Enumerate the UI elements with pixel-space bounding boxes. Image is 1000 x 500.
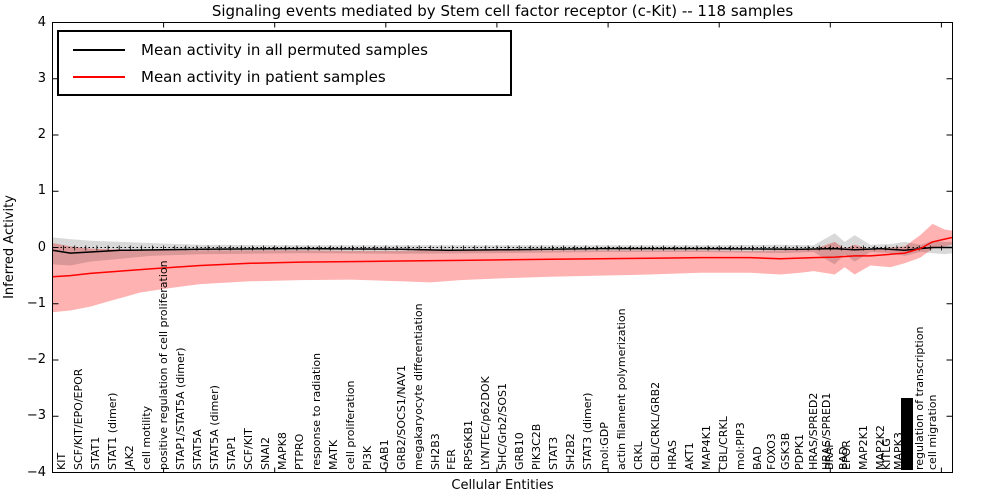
x-tick-label: SHC/Grb2/SOS1: [496, 383, 510, 470]
black-line-sample-icon: [73, 48, 125, 51]
permuted-mean-line: [52, 246, 953, 254]
x-tick-label: STAT3: [547, 436, 561, 470]
x-tick-label: mol:PIP3: [734, 422, 748, 470]
x-tick-label: AKT1: [683, 442, 697, 470]
legend-item: Mean activity in patient samples: [59, 68, 510, 86]
x-tick-label: positive regulation of cell proliferatio…: [156, 260, 170, 470]
x-tick-label: HRAS/SPRED2: [807, 392, 821, 470]
legend-item: Mean activity in all permuted samples: [59, 41, 510, 59]
x-tick-label: actin filament polymerization: [615, 308, 629, 470]
x-tick-label: HRAS: [666, 440, 680, 470]
overlapping-labels-blob: [900, 398, 913, 470]
x-tick-label: BAD: [751, 446, 765, 470]
y-tick-label: −4: [26, 464, 46, 480]
x-tick-label: GSK3B: [779, 432, 793, 470]
x-tick-label: FER: [445, 449, 459, 470]
x-tick-label: STAT1: [89, 436, 102, 470]
legend: Mean activity in all permuted samples Me…: [57, 30, 512, 96]
x-tick-label: STAP1/STAT5A (dimer): [173, 347, 187, 470]
x-tick-label: PTPRO: [292, 433, 306, 470]
patient-band: [52, 223, 953, 313]
x-tick-label: MAP2K1: [857, 425, 871, 470]
x-tick-label: cell proliferation: [343, 380, 357, 470]
x-tick-label: JAK2: [122, 445, 136, 470]
x-tick-label: CBL/CRKL: [717, 416, 731, 470]
y-tick-label: −2: [26, 352, 46, 367]
y-tick-label: 4: [37, 14, 46, 30]
x-tick-label: regulation of transcription: [912, 326, 926, 470]
legend-label: Mean activity in patient samples: [141, 67, 386, 86]
patient-mean-line: [52, 236, 953, 278]
x-tick-label: PIK3C2B: [530, 423, 544, 470]
x-tick-label: GRB10: [513, 432, 527, 470]
x-tick-label: SCF/KIT: [241, 428, 255, 470]
x-tick-label: EPOR: [840, 440, 854, 470]
chart-title: Signaling events mediated by Stem cell f…: [211, 2, 794, 20]
y-tick-label: 0: [37, 239, 46, 255]
x-tick-label: SCF/KIT/EPO/EPOR: [72, 368, 85, 470]
x-tick-label: MAP4K1: [700, 425, 714, 470]
x-tick-label: response to radiation: [309, 352, 323, 470]
x-tick-label: STAP1: [224, 435, 238, 470]
x-tick-label: KIT: [55, 452, 68, 470]
x-tick-label: STAT5A: [190, 429, 204, 470]
x-tick-label: PDPK1: [792, 434, 806, 470]
x-tick-label: KITLG: [880, 438, 894, 470]
plot-frame: [52, 22, 953, 473]
red-line-sample-icon: [73, 75, 125, 78]
y-tick-label: 2: [37, 127, 46, 142]
x-tick-label: MAPK8: [275, 432, 289, 470]
x-tick-label: STAT1 (dimer): [105, 392, 119, 470]
x-axis-ticks: [163, 22, 942, 473]
x-tick-label: STAT5A (dimer): [207, 385, 221, 470]
x-tick-label: GAB1: [377, 439, 391, 470]
x-tick-label: CRKL: [632, 441, 646, 470]
y-tick-label: 3: [37, 70, 46, 86]
x-tick-label: mol:GDP: [598, 422, 612, 470]
x-tick-label: SNAI2: [258, 437, 272, 470]
legend-label: Mean activity in all permuted samples: [141, 40, 428, 59]
x-tick-label: megakaryocyte differentiation: [411, 303, 425, 470]
x-axis-label: Cellular Entities: [451, 478, 554, 493]
x-tick-label: CBL/CRKL/GRB2: [649, 381, 663, 470]
x-tick-label: BRAF: [822, 441, 836, 470]
x-tick-label: FOXO3: [764, 433, 778, 470]
x-tick-label: GRB2/SOCS1/NAV1: [394, 365, 408, 470]
y-tick-label: 1: [37, 183, 46, 199]
x-tick-label: PI3K: [360, 445, 374, 470]
y-tick-label: −3: [26, 408, 46, 424]
y-tick-label: −1: [26, 295, 46, 311]
x-tick-label: LYN/TEC/p62DOK: [479, 376, 493, 470]
x-tick-label: SH2B3: [428, 433, 442, 470]
x-tick-label: MATK: [326, 439, 340, 470]
x-tick-label: SH2B2: [564, 433, 578, 470]
x-tick-label: cell migration: [926, 394, 939, 470]
x-tick-label: cell motility: [139, 405, 153, 470]
x-tick-label: RPS6KB1: [462, 419, 476, 470]
x-tick-label: STAT3 (dimer): [581, 392, 595, 470]
